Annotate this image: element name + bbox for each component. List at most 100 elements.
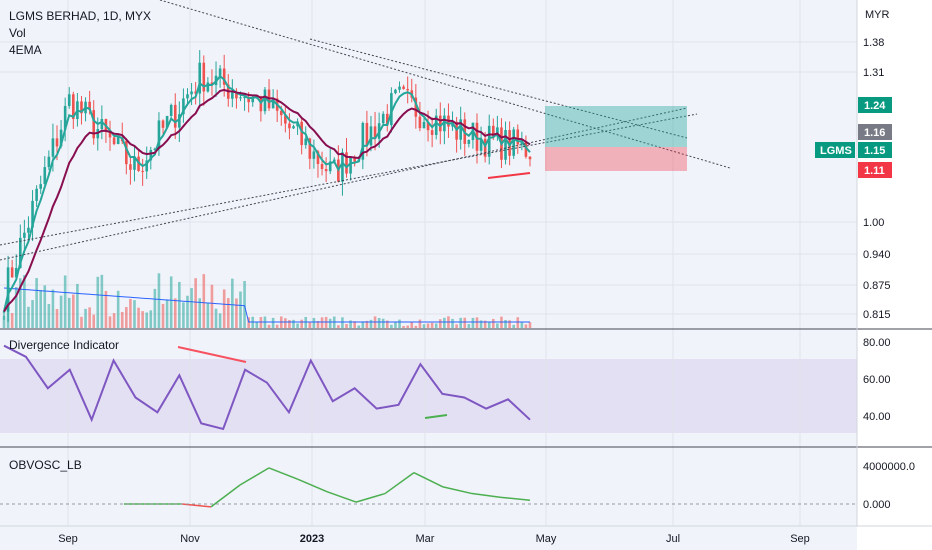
candle-body[interactable] [88, 101, 91, 111]
candle-body[interactable] [218, 68, 222, 76]
candle-body[interactable] [243, 97, 246, 99]
candle-body[interactable] [72, 94, 75, 120]
candle-body[interactable] [516, 129, 520, 145]
candle-body[interactable] [165, 115, 169, 128]
candle-body[interactable] [426, 122, 430, 131]
candle-body[interactable] [169, 104, 173, 116]
candle-body[interactable] [19, 237, 22, 269]
candle-body[interactable] [304, 138, 308, 146]
candle-body[interactable] [186, 94, 189, 99]
candle-body[interactable] [263, 89, 267, 112]
candle-body[interactable] [345, 152, 348, 174]
candle-body[interactable] [353, 157, 356, 162]
candle-body[interactable] [247, 97, 250, 103]
candle-body[interactable] [292, 126, 295, 129]
candle-body[interactable] [308, 138, 312, 159]
candle-body[interactable] [190, 91, 193, 95]
candle-body[interactable] [284, 115, 287, 124]
candle-body[interactable] [182, 98, 185, 115]
candle-body[interactable] [479, 138, 483, 151]
candle-body[interactable] [51, 138, 55, 157]
candle-body[interactable] [100, 119, 104, 129]
candle-body[interactable] [2, 311, 6, 313]
candle-body[interactable] [161, 120, 165, 128]
candle-body[interactable] [129, 164, 132, 170]
time-axis-ticks[interactable]: Sep Nov 2023 Mar May Jul Sep [58, 533, 810, 545]
candle-body[interactable] [108, 131, 112, 138]
candle-body[interactable] [524, 141, 528, 157]
candle-body[interactable] [443, 115, 446, 132]
profit-zone[interactable] [545, 106, 687, 147]
candle-body[interactable] [324, 169, 328, 172]
ema-legend[interactable]: 4EMA [9, 43, 42, 57]
upper-trendline-2[interactable] [309, 38, 688, 139]
lower-trendline-2[interactable] [0, 107, 688, 261]
candle-body[interactable] [222, 68, 226, 85]
candle-body[interactable] [153, 148, 157, 150]
candle-body[interactable] [23, 232, 26, 238]
candle-body[interactable] [492, 125, 495, 137]
candle-body[interactable] [10, 267, 14, 278]
candle-body[interactable] [398, 86, 401, 90]
price-axis-ticks[interactable]: 1.38 1.31 1.00 0.940 0.875 0.815 [863, 37, 891, 321]
symbol-title[interactable]: LGMS BERHAD, 1D, MYX [9, 9, 151, 23]
candle-body[interactable] [349, 157, 352, 174]
candle-body[interactable] [47, 156, 51, 168]
candle-body[interactable] [402, 86, 405, 89]
candle-body[interactable] [55, 138, 59, 147]
candle-body[interactable] [316, 151, 320, 164]
candle-body[interactable] [508, 130, 511, 156]
candle-body[interactable] [512, 129, 515, 156]
candle-body[interactable] [206, 82, 210, 92]
candle-body[interactable] [194, 91, 197, 94]
candle-body[interactable] [394, 89, 397, 94]
divergence-pane-title[interactable]: Divergence Indicator [9, 338, 119, 352]
candle-body[interactable] [39, 184, 42, 189]
candle-body[interactable] [328, 161, 332, 172]
candle-body[interactable] [418, 116, 422, 129]
candle-body[interactable] [202, 62, 206, 92]
candle-body[interactable] [125, 141, 128, 165]
candle-body[interactable] [116, 136, 120, 145]
candle-body[interactable] [279, 110, 283, 116]
candle-body[interactable] [173, 104, 177, 128]
candle-body[interactable] [430, 130, 434, 135]
candle-body[interactable] [365, 122, 369, 146]
candle-body[interactable] [390, 93, 393, 126]
candle-body[interactable] [231, 92, 234, 99]
candle-body[interactable] [239, 97, 242, 99]
candle-body[interactable] [14, 268, 18, 278]
candle-body[interactable] [6, 267, 10, 312]
candle-body[interactable] [80, 101, 83, 114]
upper-trendline[interactable] [159, 0, 731, 169]
candle-body[interactable] [414, 97, 418, 117]
candle-body[interactable] [133, 156, 136, 170]
candle-body[interactable] [63, 106, 67, 130]
candle-body[interactable] [438, 115, 442, 132]
candle-body[interactable] [496, 127, 499, 137]
candle-body[interactable] [31, 200, 34, 228]
candle-body[interactable] [422, 122, 426, 129]
candle-body[interactable] [434, 115, 438, 135]
candle-body[interactable] [112, 137, 116, 145]
candle-body[interactable] [361, 122, 365, 160]
candle-body[interactable] [300, 121, 303, 146]
candle-body[interactable] [385, 113, 389, 126]
candle-body[interactable] [288, 123, 291, 129]
candle-body[interactable] [271, 98, 275, 109]
candle-body[interactable] [369, 126, 373, 146]
candle-body[interactable] [198, 62, 202, 94]
candle-body[interactable] [467, 140, 471, 144]
candle-body[interactable] [27, 227, 30, 233]
candle-body[interactable] [149, 149, 153, 161]
candle-body[interactable] [528, 156, 532, 160]
candle-body[interactable] [67, 94, 71, 107]
candle-body[interactable] [92, 110, 96, 139]
candle-body[interactable] [178, 114, 181, 128]
candle-body[interactable] [312, 151, 316, 159]
candle-body[interactable] [504, 130, 507, 160]
vol-legend[interactable]: Vol [9, 26, 26, 40]
candle-body[interactable] [59, 129, 63, 147]
candle-body[interactable] [487, 125, 491, 157]
